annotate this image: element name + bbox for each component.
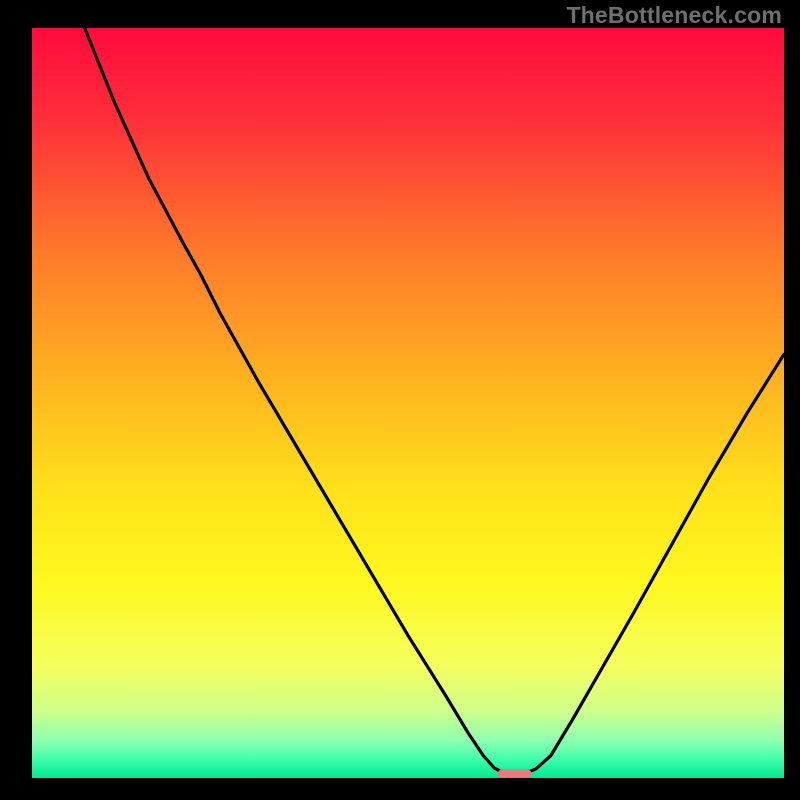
bottleneck-curve <box>32 28 784 778</box>
plot-area <box>32 28 784 778</box>
chart-container: TheBottleneck.com <box>0 0 800 800</box>
curve-path <box>85 28 784 774</box>
watermark-text: TheBottleneck.com <box>566 2 782 29</box>
optimal-marker <box>497 769 532 778</box>
